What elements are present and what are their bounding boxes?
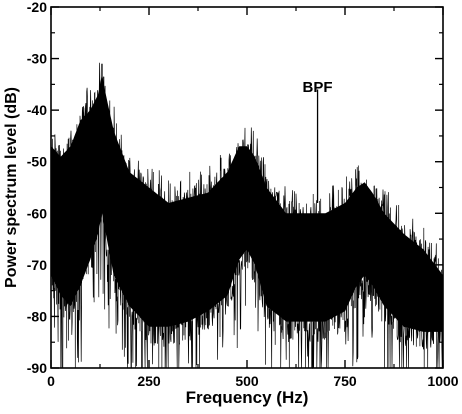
y-tick-label: -20 <box>27 0 47 15</box>
x-tick-label: 0 <box>47 373 55 389</box>
y-axis-label: Power spectrum level (dB) <box>3 87 20 288</box>
plot-area: BPF <box>50 62 444 370</box>
series-line-0 <box>50 62 444 370</box>
y-tick-label: -40 <box>27 102 47 118</box>
y-tick-label: -70 <box>27 257 47 273</box>
x-axis-label: Frequency (Hz) <box>186 388 309 407</box>
y-tick-label: -90 <box>27 360 47 376</box>
x-tick-label: 750 <box>333 373 357 389</box>
y-tick-label: -50 <box>27 154 47 170</box>
y-tick-label: -60 <box>27 205 47 221</box>
x-tick-label: 500 <box>235 373 259 389</box>
x-tick-label: 1000 <box>427 373 458 389</box>
y-tick-label: -80 <box>27 308 47 324</box>
y-tick-label: -30 <box>27 51 47 67</box>
annotation-bpf: BPF <box>303 79 333 96</box>
axes: 0 250 500 750 1000 -90 -80 -70 -60 -50 -40 -30 -20 <box>27 0 459 389</box>
x-tick-label: 250 <box>137 373 161 389</box>
